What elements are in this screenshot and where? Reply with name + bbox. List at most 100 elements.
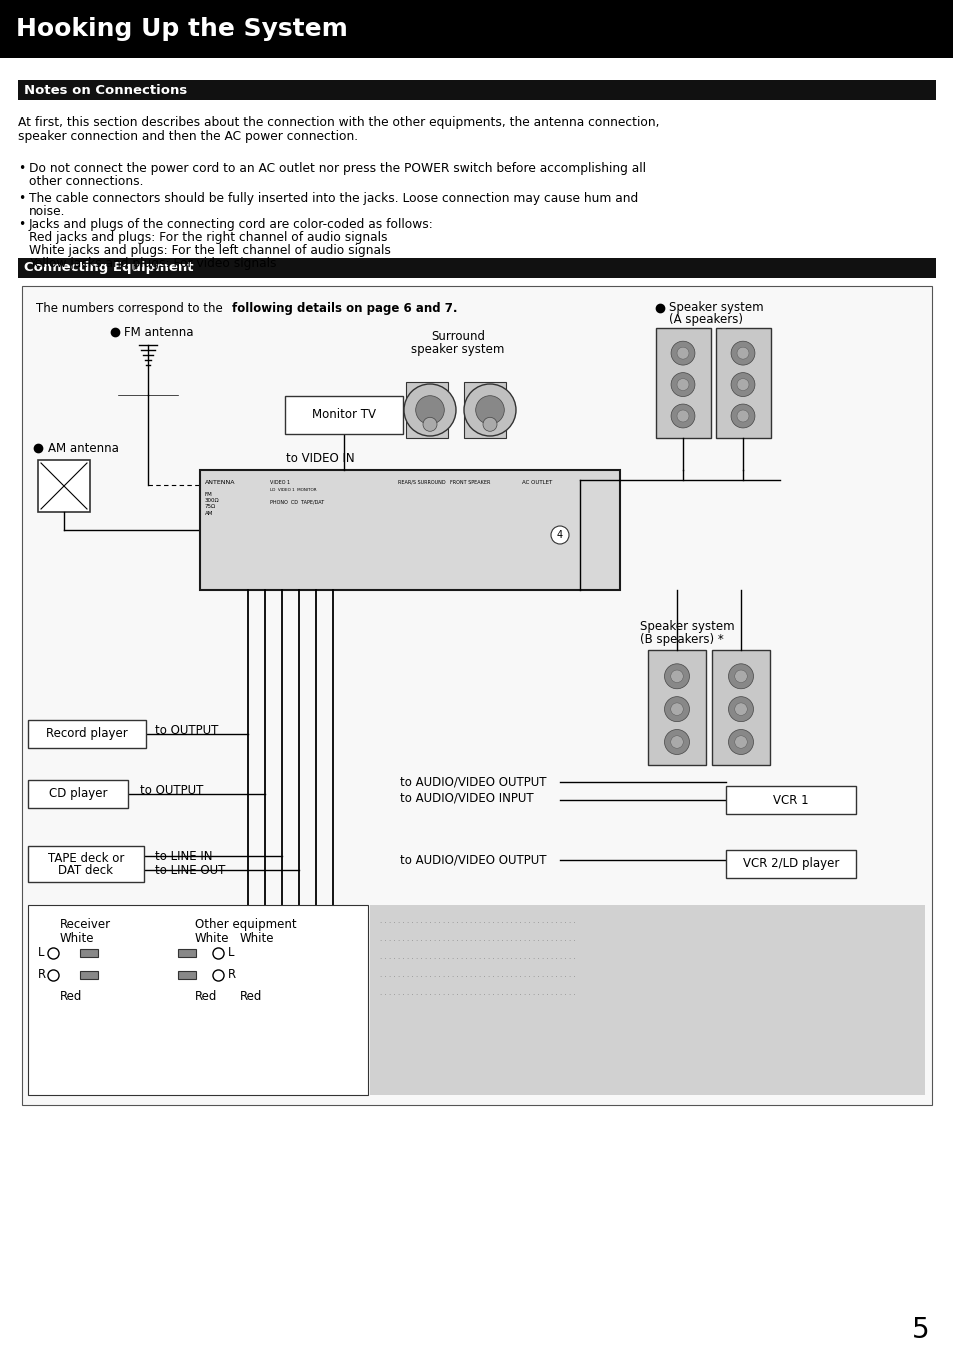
Bar	[339, 517, 350, 525]
Text: VCR 1: VCR 1	[772, 794, 808, 806]
Text: FRONT SPEAKER: FRONT SPEAKER	[450, 480, 490, 485]
Text: (A speakers): (A speakers)	[668, 314, 742, 326]
Text: 4: 4	[557, 531, 562, 540]
Text: The numbers correspond to the: The numbers correspond to the	[36, 302, 226, 315]
Bar	[370, 905, 924, 1095]
Text: VIDEO 1: VIDEO 1	[270, 480, 290, 485]
Bar	[381, 517, 392, 525]
Circle shape	[422, 417, 436, 432]
Text: Connecting Equipment: Connecting Equipment	[24, 262, 193, 274]
Text: Jacks and plugs of the connecting cord are color-coded as follows:: Jacks and plugs of the connecting cord a…	[29, 218, 434, 230]
Bar	[22, 287, 931, 1105]
Circle shape	[670, 736, 682, 749]
Circle shape	[482, 417, 497, 432]
Text: Red: Red	[240, 990, 262, 1004]
Circle shape	[551, 526, 568, 544]
Circle shape	[664, 664, 689, 688]
Text: Do not connect the power cord to an AC outlet nor press the POWER switch before : Do not connect the power cord to an AC o…	[29, 162, 645, 175]
Text: to AUDIO/VIDEO OUTPUT: to AUDIO/VIDEO OUTPUT	[399, 854, 546, 866]
Text: LD  VIDEO 1  MONITOR: LD VIDEO 1 MONITOR	[270, 488, 316, 492]
Text: Yellow jacks and plugs: For video signals: Yellow jacks and plugs: For video signal…	[29, 256, 276, 270]
Bar	[28, 905, 368, 1095]
Text: Receiver: Receiver	[60, 919, 111, 931]
Bar	[285, 396, 402, 435]
Circle shape	[737, 410, 748, 422]
Circle shape	[284, 535, 294, 546]
Text: DAT deck: DAT deck	[58, 865, 113, 877]
Bar	[18, 80, 935, 100]
Text: R: R	[228, 968, 236, 982]
Text: Red: Red	[60, 990, 82, 1004]
Circle shape	[734, 703, 746, 716]
Bar	[725, 850, 855, 877]
Text: ANTENNA: ANTENNA	[205, 480, 235, 485]
Bar	[716, 328, 770, 437]
Circle shape	[734, 670, 746, 683]
Text: White: White	[194, 932, 230, 945]
Text: White: White	[60, 932, 94, 945]
Text: Red jacks and plugs: For the right channel of audio signals: Red jacks and plugs: For the right chann…	[29, 230, 387, 244]
Bar	[463, 383, 505, 437]
Bar	[368, 517, 377, 525]
Text: FM
300Ω
75Ω
AM: FM 300Ω 75Ω AM	[205, 492, 219, 515]
FancyBboxPatch shape	[178, 949, 195, 957]
Text: speaker system: speaker system	[411, 343, 504, 356]
Bar	[284, 517, 294, 525]
Text: Record player: Record player	[46, 728, 128, 740]
Circle shape	[730, 404, 754, 428]
Text: REAR/S SURROUND: REAR/S SURROUND	[397, 480, 445, 485]
Text: speaker connection and then the AC power connection.: speaker connection and then the AC power…	[18, 130, 357, 143]
FancyBboxPatch shape	[80, 971, 98, 979]
Circle shape	[730, 373, 754, 396]
Text: · · · · · · · · · · · · · · · · · · · · · · · · · · · · · · · · · · · · · · · · : · · · · · · · · · · · · · · · · · · · · …	[379, 920, 576, 925]
Bar	[395, 517, 406, 525]
Bar	[711, 650, 769, 765]
Text: AC OUTLET: AC OUTLET	[521, 480, 552, 485]
Text: Red: Red	[194, 990, 217, 1004]
Bar	[456, 510, 465, 522]
Circle shape	[476, 396, 504, 424]
Bar	[472, 494, 485, 518]
Text: R: R	[38, 968, 46, 982]
Bar	[354, 517, 364, 525]
Circle shape	[416, 396, 444, 424]
Circle shape	[737, 347, 748, 359]
Bar	[38, 461, 90, 511]
Bar	[474, 510, 483, 522]
Circle shape	[670, 373, 694, 396]
Text: •: •	[18, 192, 25, 206]
Circle shape	[664, 696, 689, 721]
Bar	[312, 517, 322, 525]
Text: L: L	[38, 946, 45, 960]
Text: Monitor TV: Monitor TV	[312, 409, 375, 421]
Bar	[454, 494, 468, 518]
Circle shape	[297, 535, 308, 546]
Circle shape	[403, 384, 456, 436]
Text: to LINE IN: to LINE IN	[154, 850, 213, 862]
Text: TAPE deck or: TAPE deck or	[48, 853, 124, 865]
Circle shape	[677, 410, 688, 422]
Text: White: White	[240, 932, 274, 945]
Text: Speaker system: Speaker system	[639, 620, 734, 633]
Bar	[401, 510, 412, 522]
Circle shape	[395, 535, 406, 546]
Circle shape	[670, 404, 694, 428]
FancyBboxPatch shape	[80, 949, 98, 957]
Circle shape	[670, 703, 682, 716]
Circle shape	[664, 729, 689, 754]
Bar	[725, 786, 855, 814]
Circle shape	[354, 535, 364, 546]
Text: L: L	[228, 946, 234, 960]
Circle shape	[381, 535, 392, 546]
Bar	[28, 780, 128, 808]
Circle shape	[730, 341, 754, 365]
Bar	[18, 258, 935, 278]
Circle shape	[339, 535, 350, 546]
Text: · · · · · · · · · · · · · · · · · · · · · · · · · · · · · · · · · · · · · · · · : · · · · · · · · · · · · · · · · · · · · …	[379, 956, 576, 962]
Circle shape	[728, 696, 753, 721]
Bar	[202, 474, 267, 550]
Circle shape	[670, 341, 694, 365]
Circle shape	[326, 535, 335, 546]
Text: FM antenna: FM antenna	[124, 325, 193, 339]
Circle shape	[677, 378, 688, 391]
